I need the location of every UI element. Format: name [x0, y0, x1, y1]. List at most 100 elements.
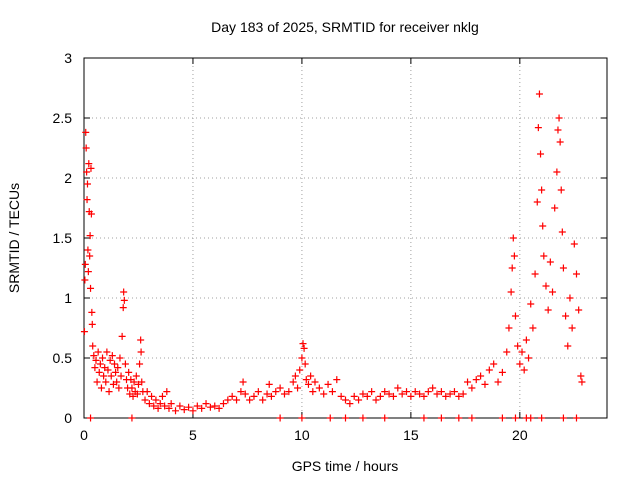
- data-point: [172, 407, 180, 415]
- data-point: [137, 336, 145, 344]
- data-point: [578, 378, 586, 386]
- data-point: [551, 204, 559, 212]
- data-point: [239, 378, 247, 386]
- data-point: [363, 392, 371, 400]
- data-point: [429, 384, 437, 392]
- data-point: [559, 264, 567, 272]
- data-point: [568, 324, 576, 332]
- data-point: [80, 328, 88, 336]
- data-point: [577, 372, 585, 380]
- data-point: [531, 270, 539, 278]
- data-point: [81, 276, 89, 284]
- data-point: [315, 384, 323, 392]
- data-point: [514, 342, 522, 350]
- data-point: [307, 372, 315, 380]
- data-point: [246, 396, 254, 404]
- data-point: [143, 388, 151, 396]
- data-point: [81, 260, 89, 268]
- data-point: [516, 360, 524, 368]
- data-point: [301, 360, 309, 368]
- data-point: [527, 300, 535, 308]
- data-point: [459, 390, 467, 398]
- grid: [84, 58, 607, 418]
- data-point: [468, 414, 476, 422]
- data-point: [420, 392, 428, 400]
- data-point: [82, 128, 90, 136]
- data-point: [381, 414, 389, 422]
- data-point: [566, 294, 574, 302]
- data-point: [117, 372, 125, 380]
- data-point: [511, 312, 519, 320]
- data-point: [300, 344, 308, 352]
- data-point: [128, 384, 136, 392]
- data-point: [145, 400, 153, 408]
- chart-title: Day 183 of 2025, SRMTID for receiver nkl…: [211, 19, 479, 35]
- data-point: [106, 356, 114, 364]
- y-tick-label: 1: [64, 290, 72, 306]
- data-point: [298, 354, 306, 362]
- data-point: [455, 392, 463, 400]
- data-point: [90, 352, 98, 360]
- x-tick-label: 10: [294, 427, 310, 443]
- data-point: [510, 252, 518, 260]
- data-point: [103, 348, 111, 356]
- data-point: [309, 388, 317, 396]
- data-point: [553, 168, 561, 176]
- y-tick-label: 0.5: [53, 350, 73, 366]
- data-point: [128, 414, 136, 422]
- data-point: [102, 378, 110, 386]
- data-point: [133, 390, 141, 398]
- data-point: [508, 264, 516, 272]
- data-point: [302, 376, 310, 384]
- data-point: [575, 306, 583, 314]
- data-point: [154, 404, 162, 412]
- data-point: [97, 384, 105, 392]
- data-point: [272, 388, 280, 396]
- data-point: [161, 402, 169, 410]
- data-point: [407, 392, 415, 400]
- data-point: [498, 368, 506, 376]
- data-point: [105, 388, 113, 396]
- data-point: [129, 392, 137, 400]
- data-point: [520, 366, 528, 374]
- data-point: [265, 380, 273, 388]
- data-point: [88, 320, 96, 328]
- data-point: [193, 402, 201, 410]
- data-point: [298, 414, 306, 422]
- data-point: [138, 378, 146, 386]
- data-point: [83, 168, 91, 176]
- data-point: [424, 388, 432, 396]
- data-point: [511, 414, 519, 422]
- data-point: [359, 414, 367, 422]
- data-point: [381, 388, 389, 396]
- data-point: [342, 414, 349, 422]
- data-point: [328, 388, 336, 396]
- data-point: [180, 406, 188, 414]
- data-point: [346, 400, 354, 408]
- data-point: [540, 252, 548, 260]
- data-point: [241, 390, 249, 398]
- data-point: [534, 124, 542, 132]
- data-point: [82, 144, 90, 152]
- data-point: [121, 360, 129, 368]
- data-point: [254, 388, 262, 396]
- data-point: [403, 388, 411, 396]
- data-point: [509, 234, 517, 242]
- data-point: [228, 392, 236, 400]
- data-point: [546, 258, 554, 266]
- data-point: [104, 366, 112, 374]
- data-point: [276, 414, 284, 422]
- data-point: [165, 404, 173, 412]
- data-point: [94, 348, 102, 356]
- data-point: [167, 400, 175, 408]
- data-point: [572, 414, 580, 422]
- data-point: [91, 364, 99, 372]
- data-point: [490, 360, 498, 368]
- data-point: [555, 114, 563, 122]
- data-point: [385, 390, 393, 398]
- data-point: [324, 380, 332, 388]
- data-point: [198, 404, 206, 412]
- y-axis-label: SRMTID / TECUs: [6, 183, 22, 293]
- data-point: [558, 228, 566, 236]
- data-point: [442, 392, 450, 400]
